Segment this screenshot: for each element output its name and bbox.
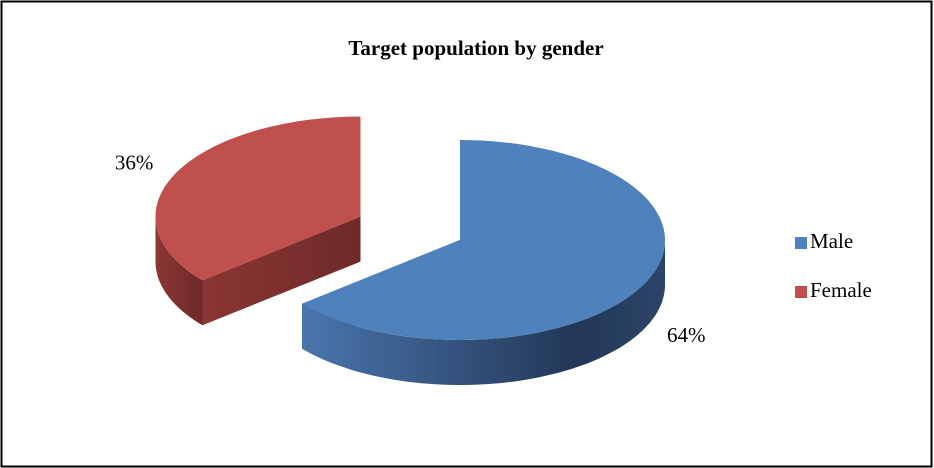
pie-slice: [302, 140, 665, 340]
legend-swatch: [795, 286, 807, 298]
chart-title: Target population by gender: [348, 36, 603, 60]
pie-slice: [155, 116, 361, 281]
data-label: 64%: [667, 323, 706, 347]
legend-label: Female: [810, 278, 872, 302]
slice-wall: [155, 216, 203, 326]
slice-side: [202, 216, 361, 326]
slice-wall: [302, 240, 665, 385]
data-label: 36%: [115, 150, 154, 174]
legend-swatch: [795, 237, 807, 249]
legend-label: Male: [810, 229, 853, 253]
